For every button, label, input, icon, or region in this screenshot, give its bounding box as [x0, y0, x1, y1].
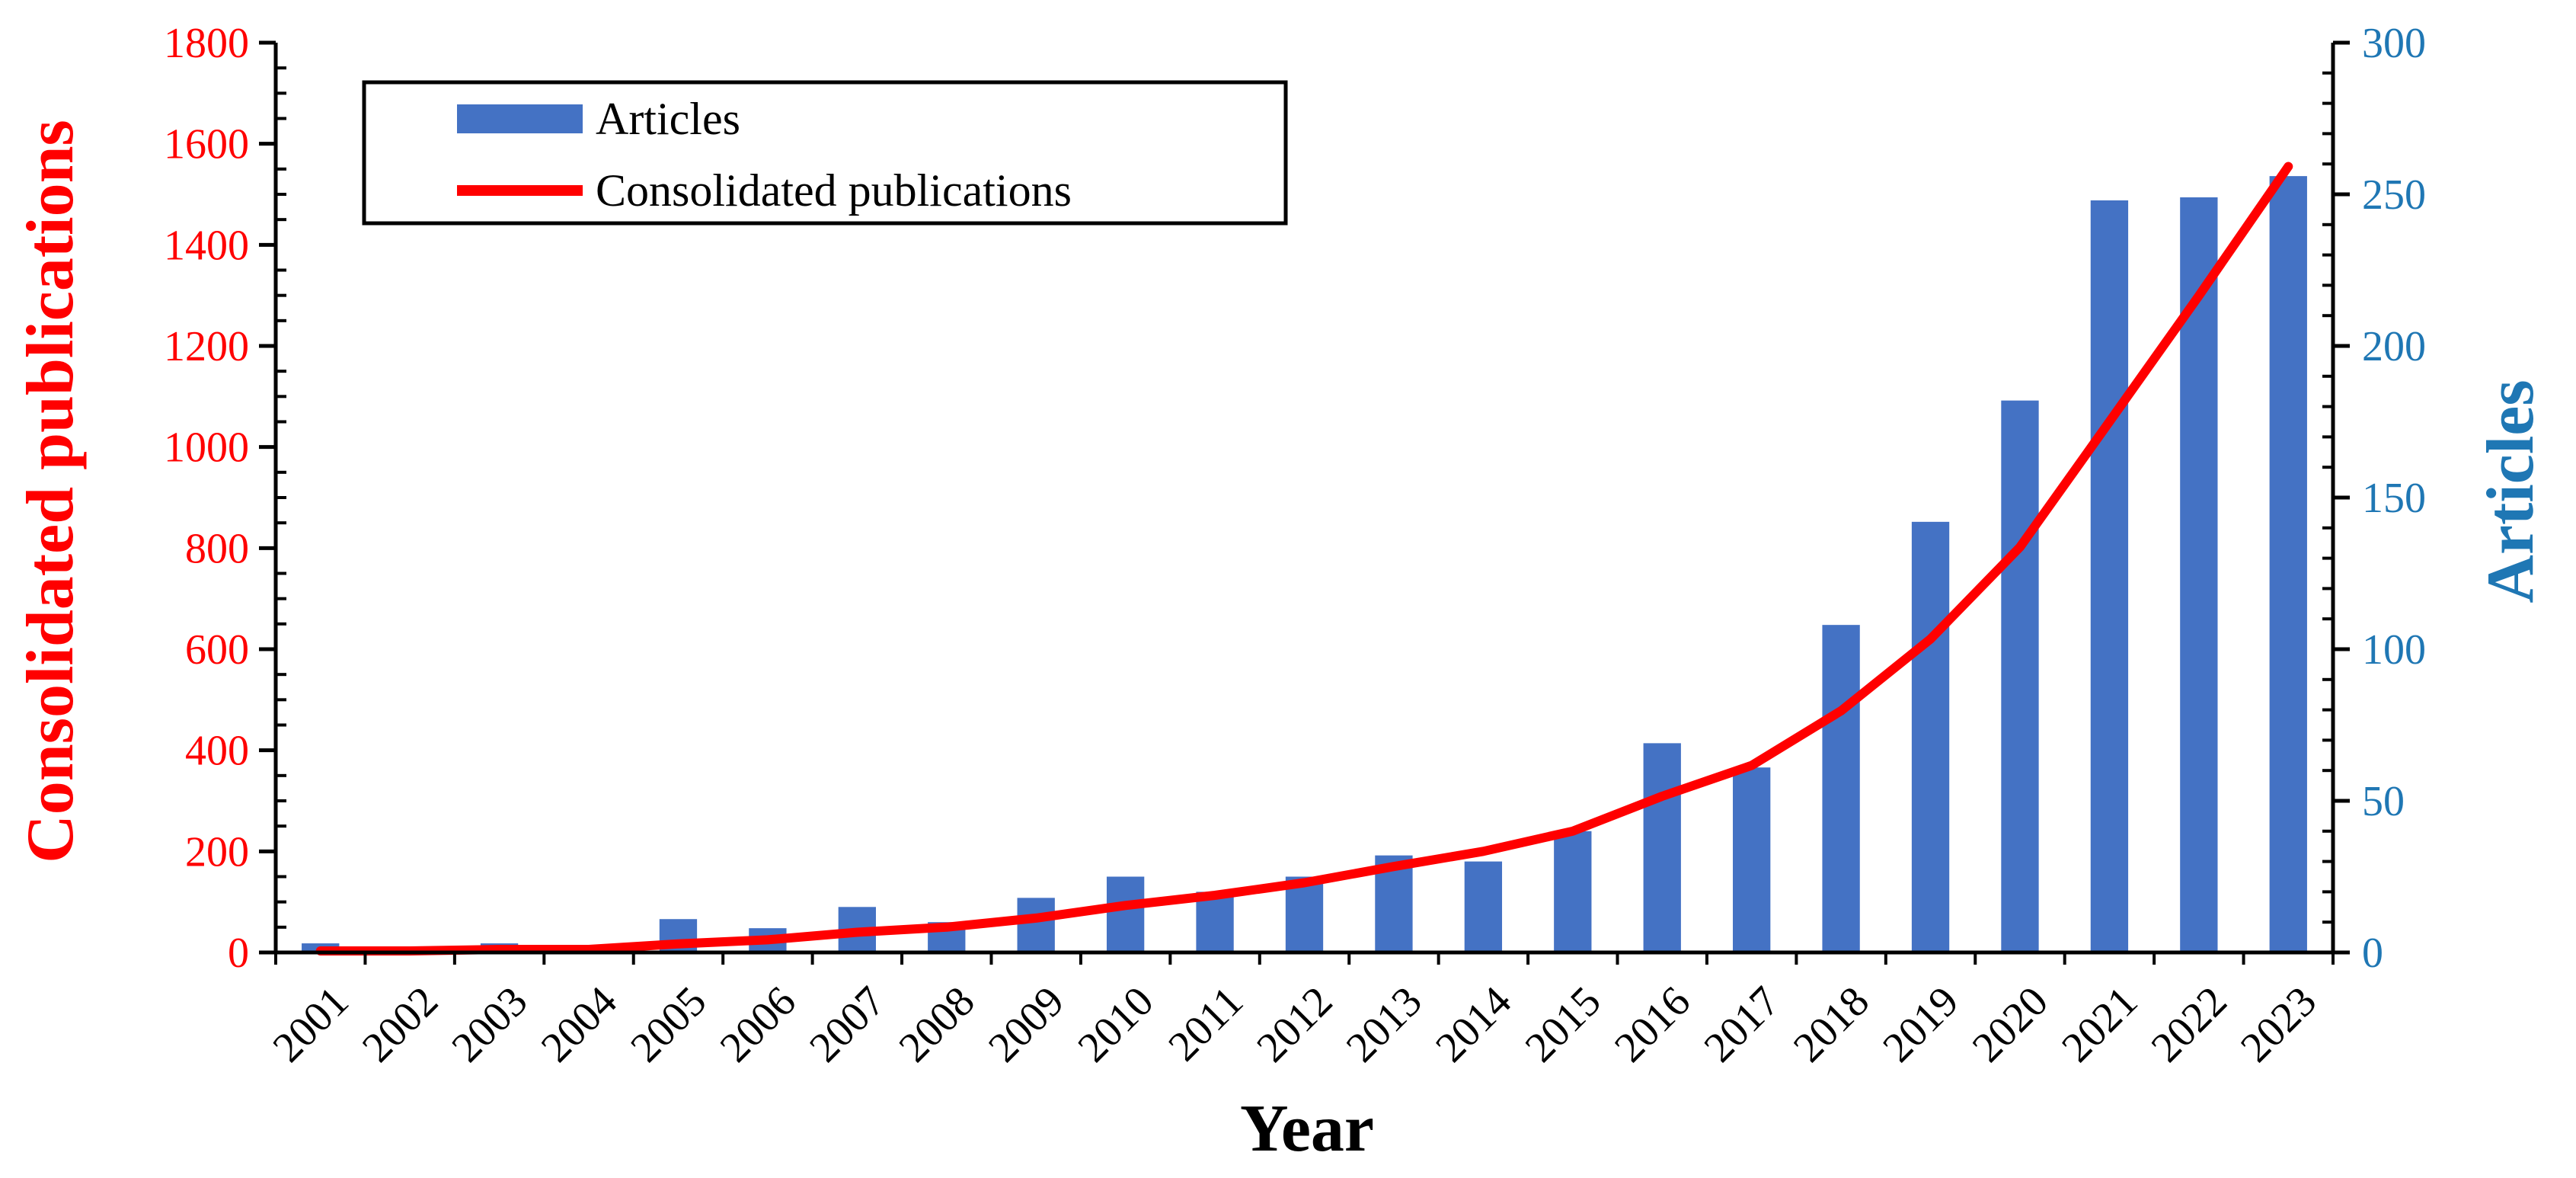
x-tick-label-2008: 2008 — [890, 978, 984, 1071]
x-tick-label-2015: 2015 — [1517, 978, 1610, 1071]
bar-articles-2016 — [1643, 743, 1681, 952]
x-axis-title: Year — [1240, 1092, 1374, 1166]
bar-articles-2014 — [1464, 861, 1503, 952]
x-tick-label-2010: 2010 — [1069, 978, 1163, 1071]
x-tick-label-2013: 2013 — [1338, 978, 1431, 1071]
right-tick-label: 100 — [2362, 626, 2426, 674]
left-tick-label: 600 — [185, 626, 249, 674]
right-tick-label: 0 — [2362, 930, 2383, 977]
legend-label-articles: Articles — [596, 94, 740, 144]
x-tick-label-2009: 2009 — [980, 978, 1073, 1071]
x-tick-label-2017: 2017 — [1695, 978, 1789, 1071]
x-tick-label-2012: 2012 — [1248, 978, 1341, 1071]
legend-swatch-articles — [457, 104, 583, 133]
x-tick-label-2022: 2022 — [2143, 978, 2236, 1071]
left-tick-label: 0 — [228, 930, 249, 977]
x-tick-label-2005: 2005 — [622, 978, 715, 1071]
x-tick-label-2019: 2019 — [1874, 978, 1967, 1071]
bar-articles-2012 — [1285, 876, 1324, 952]
bar-articles-2011 — [1196, 892, 1234, 952]
x-tick-label-2020: 2020 — [1964, 978, 2057, 1071]
left-tick-label: 1200 — [164, 323, 249, 370]
x-tick-label-2002: 2002 — [353, 978, 447, 1071]
x-tick-label-2007: 2007 — [801, 978, 894, 1071]
left-tick-label: 200 — [185, 828, 249, 875]
left-tick-label: 1000 — [164, 424, 249, 472]
bar-articles-2021 — [2090, 200, 2129, 953]
x-tick-label-2021: 2021 — [2053, 978, 2146, 1071]
left-tick-label: 1400 — [164, 222, 249, 269]
x-tick-label-2016: 2016 — [1606, 978, 1699, 1071]
legend: Articles Consolidated publications — [362, 80, 1288, 226]
left-tick-label: 1600 — [164, 121, 249, 168]
x-tick-label-2023: 2023 — [2232, 978, 2325, 1071]
x-tick-label-2018: 2018 — [1785, 978, 1878, 1071]
bar-articles-2020 — [2001, 400, 2039, 952]
bar-articles-2019 — [1911, 521, 1950, 952]
right-tick-label: 250 — [2362, 171, 2426, 219]
right-axis-title: Articles — [2474, 379, 2548, 603]
x-tick-label-2011: 2011 — [1159, 978, 1252, 1071]
axes — [259, 40, 2350, 965]
x-tick-label-2001: 2001 — [264, 978, 358, 1071]
bar-articles-2015 — [1554, 831, 1592, 952]
bar-series — [302, 176, 2307, 953]
right-tick-label: 200 — [2362, 323, 2426, 370]
left-tick-label: 1800 — [164, 20, 249, 67]
bar-articles-2022 — [2180, 197, 2218, 953]
left-tick-label: 400 — [185, 728, 249, 775]
right-tick-label: 300 — [2362, 20, 2426, 67]
line-series — [315, 162, 2293, 956]
x-tick-label-2006: 2006 — [711, 978, 805, 1071]
bar-articles-2010 — [1106, 876, 1145, 952]
x-tick-label-2003: 2003 — [443, 978, 536, 1071]
bar-articles-2023 — [2269, 176, 2307, 952]
bar-articles-2018 — [1822, 625, 1860, 952]
x-tick-label-2014: 2014 — [1427, 978, 1520, 1071]
x-tick-label-2004: 2004 — [532, 978, 626, 1071]
legend-label-consolidated: Consolidated publications — [596, 165, 1072, 216]
left-tick-label: 800 — [185, 525, 249, 572]
right-tick-label: 150 — [2362, 475, 2426, 522]
line-consolidated-publications — [315, 162, 2293, 956]
right-tick-label: 50 — [2362, 778, 2405, 825]
left-axis-title: Consolidated publications — [14, 120, 88, 863]
bar-articles-2009 — [1017, 898, 1055, 952]
bar-articles-2017 — [1733, 767, 1771, 952]
